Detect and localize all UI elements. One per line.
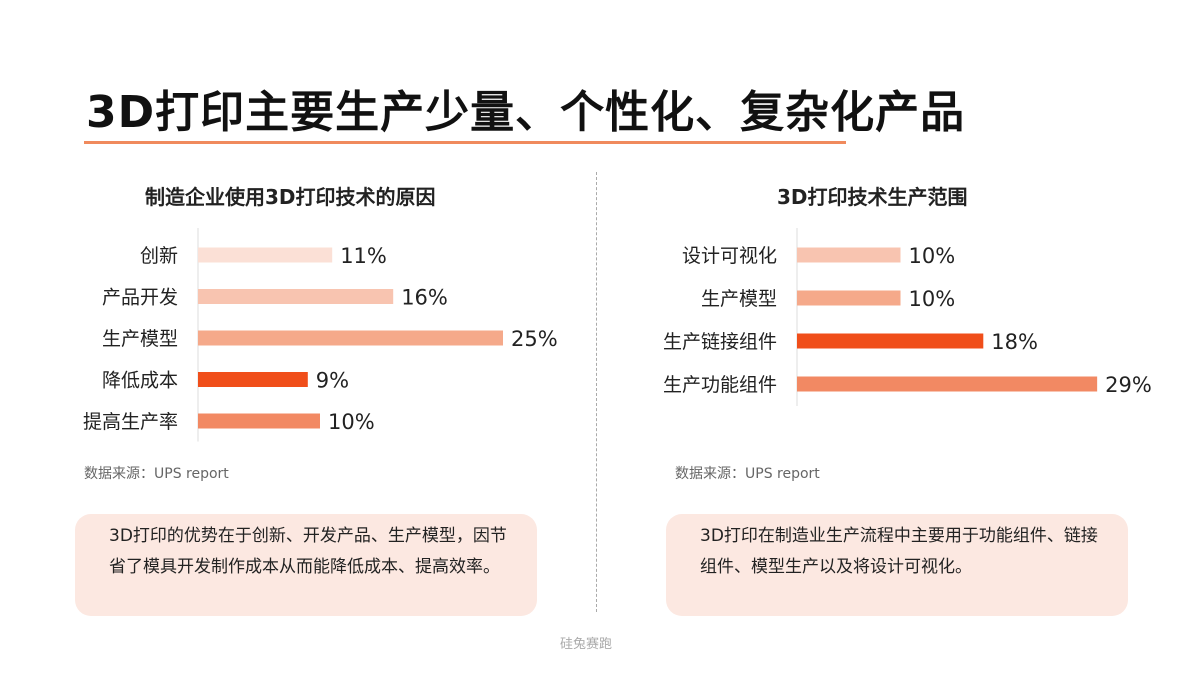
page-title: 3D打印主要生产少量、个性化、复杂化产品 [86, 87, 966, 138]
bar [797, 290, 901, 306]
category-label: 创新 [140, 245, 178, 267]
category-label: 设计可视化 [682, 245, 777, 267]
bar [797, 333, 984, 349]
right-chart-title: 3D打印技术生产范围 [777, 185, 968, 209]
value-label: 10% [328, 410, 375, 434]
bar [198, 372, 308, 387]
bar [797, 247, 901, 263]
bar [198, 413, 320, 429]
value-label: 11% [340, 244, 387, 268]
category-label: 提高生产率 [83, 411, 178, 433]
left-bar-chart: 创新 11% 产品开发 16% 生产模型 25% 降低成本 9% 提高生产率 10% [83, 228, 558, 442]
right-source: 数据来源：UPS report [675, 466, 820, 482]
left-source: 数据来源：UPS report [84, 466, 229, 482]
title-underline [84, 141, 846, 144]
category-label: 降低成本 [102, 370, 178, 392]
category-label: 生产链接组件 [663, 331, 777, 353]
value-label: 9% [316, 369, 349, 393]
category-label: 生产模型 [102, 328, 178, 350]
bar [198, 289, 394, 304]
right-bar-chart: 设计可视化 10% 生产模型 10% 生产链接组件 18% 生产功能组件 29% [663, 228, 1152, 406]
value-label: 18% [991, 330, 1038, 354]
value-label: 25% [511, 327, 558, 351]
bar [198, 330, 503, 346]
value-label: 16% [401, 286, 448, 310]
bar [198, 247, 333, 263]
right-note: 3D打印在制造业生产流程中主要用于功能组件、链接组件、模型生产以及将设计可视化。 [666, 514, 1128, 616]
category-label: 生产功能组件 [663, 374, 777, 396]
bar [797, 376, 1098, 392]
category-label: 生产模型 [701, 288, 777, 310]
left-chart-title: 制造企业使用3D打印技术的原因 [145, 185, 436, 209]
watermark: 硅兔赛跑 [560, 637, 613, 652]
vertical-divider [596, 172, 597, 612]
value-label: 10% [909, 244, 956, 268]
value-label: 29% [1105, 373, 1152, 397]
value-label: 10% [909, 287, 956, 311]
category-label: 产品开发 [102, 287, 178, 309]
left-note: 3D打印的优势在于创新、开发产品、生产模型，因节省了模具开发制作成本从而能降低成… [75, 514, 537, 616]
